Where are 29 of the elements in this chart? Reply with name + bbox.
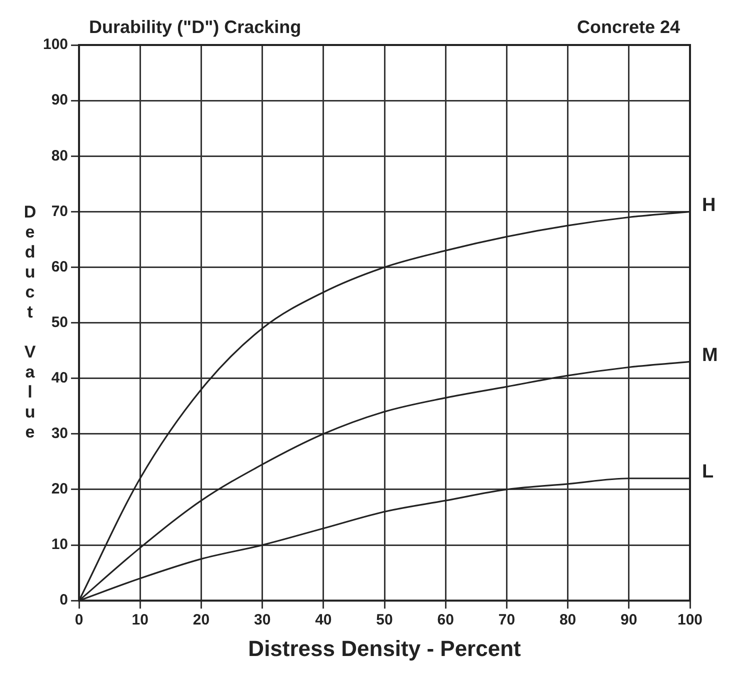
series-label: L: [702, 462, 714, 483]
y-tick-label: 30: [51, 425, 68, 442]
y-tick-label: 70: [51, 202, 68, 220]
y-tick-label: 0: [60, 592, 68, 609]
y-tick-label: 60: [51, 258, 68, 276]
x-tick-label: 50: [376, 612, 393, 629]
x-tick-label: 90: [620, 612, 638, 629]
y-tick-label: 90: [51, 92, 68, 109]
x-tick-label: 100: [677, 612, 703, 629]
x-tick-label: 10: [132, 612, 148, 629]
series-label: H: [702, 194, 716, 216]
x-tick-label: 70: [498, 612, 516, 629]
x-tick-label: 80: [559, 612, 576, 629]
x-tick-label: 60: [437, 612, 454, 629]
chart-title: Durability ("D") Cracking: [89, 16, 302, 37]
y-tick-label: 40: [51, 370, 68, 386]
x-tick-label: 0: [74, 612, 84, 629]
y-tick-label: 80: [51, 147, 68, 164]
y-tick-label: 100: [42, 36, 68, 54]
x-tick-label: 30: [254, 612, 271, 629]
text: Concrete 24: [576, 16, 680, 37]
text: Deduct Value: [24, 202, 36, 442]
x-tick-label: 20: [192, 612, 210, 629]
y-tick-label: 50: [51, 314, 68, 331]
x-axis-title: Distress Density - Percent: [248, 636, 522, 661]
series-label: M: [702, 344, 718, 366]
y-tick-label: 10: [51, 536, 68, 554]
y-tick-label: 20: [51, 480, 68, 498]
x-tick-label: 40: [315, 612, 332, 629]
